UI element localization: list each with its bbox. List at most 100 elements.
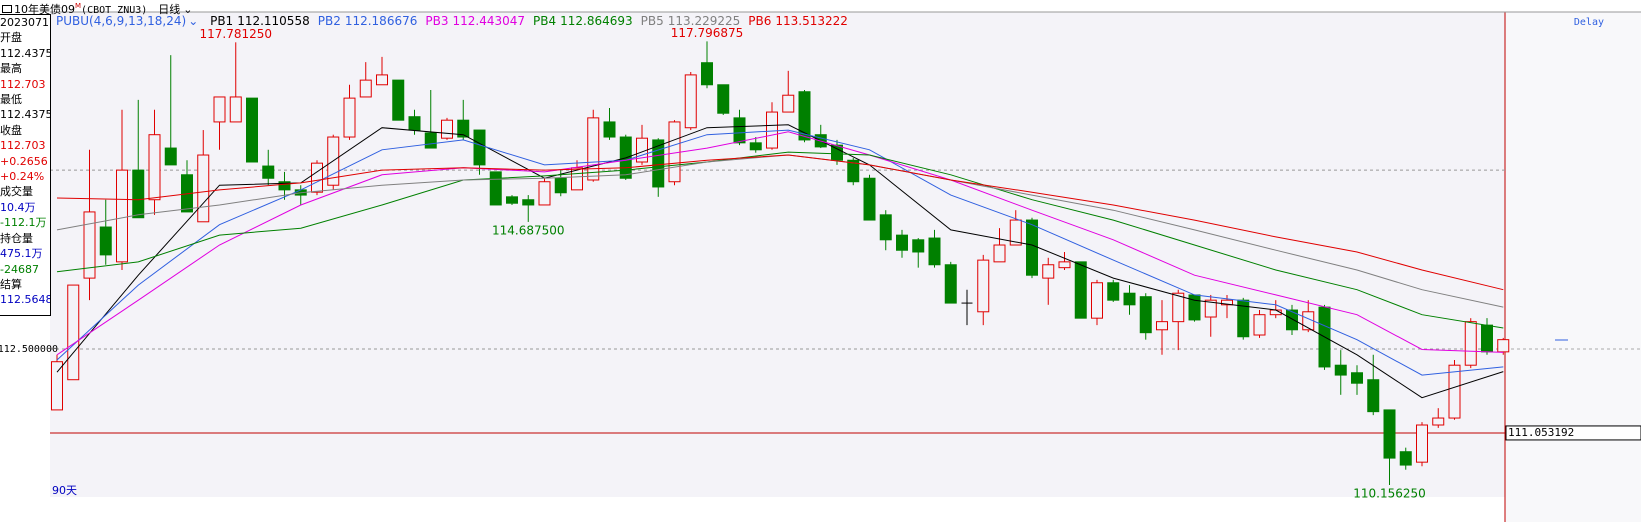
info-item: 20230717 (0, 16, 51, 29)
legend-name: PB5 (640, 14, 664, 28)
candle-body (1139, 296, 1152, 334)
indicator-line (56, 129, 1504, 376)
candle-body (1416, 424, 1428, 463)
candle-body (831, 144, 843, 161)
candle-body (311, 162, 323, 193)
candle-body (652, 139, 665, 188)
legend-value: 112.110558 (237, 14, 310, 28)
candle-body (164, 147, 177, 166)
last-price-label: 111.053192 (1508, 426, 1574, 439)
title-bar[interactable]: 10年美债09M(CBOT ZNU3) 日线 ⌄ (0, 0, 196, 16)
dropdown-arrow[interactable]: ⌄ (183, 2, 193, 16)
info-item: 开盘 (0, 31, 22, 45)
legend-entry: PB3 112.443047 (425, 14, 525, 28)
candle-body (441, 119, 453, 139)
candle-body (1497, 339, 1510, 353)
candle-body (1286, 309, 1298, 331)
candle-body (1058, 261, 1071, 269)
legend-entry: PB4 112.864693 (533, 14, 633, 28)
candle-body (766, 111, 778, 149)
legend-entry: PB6 113.513222 (748, 14, 848, 28)
info-item: +0.24% (0, 170, 45, 184)
symbol-sup: M (75, 2, 82, 10)
legend-value: 112.864693 (560, 14, 633, 28)
candle-body (993, 244, 1006, 263)
info-item: 成交量 (0, 185, 33, 199)
indicator-arrow[interactable]: ⌄ (188, 14, 199, 28)
indicator-line (56, 131, 1504, 356)
legend-value: 112.186676 (344, 14, 418, 28)
info-item: 112.703 (0, 77, 46, 91)
candle-body (587, 117, 600, 181)
candle-body (571, 167, 583, 191)
candle-body (457, 119, 470, 138)
legend-value: 113.229225 (667, 14, 741, 28)
candle-body (1334, 364, 1347, 376)
symbol-code: (CBOT ZNU3) (81, 4, 148, 16)
legend-entry: PB5 113.229225 (641, 14, 741, 28)
candle-body (99, 226, 112, 256)
legend-name: PB2 (317, 14, 341, 28)
candle-body (863, 177, 876, 221)
candle-body (538, 181, 551, 206)
candle-body (359, 79, 372, 98)
candle-body (1399, 451, 1412, 466)
candle-body (506, 196, 518, 204)
extreme-label: 117.781250 (199, 27, 272, 41)
candle-body (51, 361, 63, 411)
menu-icon[interactable] (2, 4, 12, 13)
price-axis-area (1505, 12, 1641, 522)
candle-body (262, 165, 275, 179)
info-panel: 20230717 开盘 112.4375 最高 112.703 最低 112.4375 收盘 1… (0, 14, 51, 316)
info-item: +0.2656 (0, 154, 48, 168)
indicator-line (56, 151, 1504, 329)
candle-body (67, 284, 80, 381)
candle-body (1172, 292, 1185, 323)
candle-body (1253, 314, 1266, 336)
candle-body (1042, 264, 1055, 279)
indicator-name[interactable]: PUBU(4,6,9,13,18,24) (56, 14, 187, 28)
info-item: 475.1万 (0, 247, 43, 261)
info-item: 112.4375 (0, 108, 51, 122)
candle-body (944, 264, 957, 304)
period[interactable]: 日线 (158, 2, 181, 16)
span-label: 90天 (52, 484, 77, 497)
candle-body (343, 97, 356, 138)
candle-body (1091, 282, 1103, 319)
candle-body (83, 211, 96, 279)
candle-body (782, 94, 795, 113)
extreme-label: 117.796875 (671, 26, 744, 40)
candle-body (116, 169, 128, 263)
candle-body (1156, 321, 1168, 331)
info-item: 112.5648 (0, 293, 51, 307)
candle-body (749, 142, 762, 151)
candle-body (912, 239, 925, 253)
candle-body (847, 159, 860, 183)
legend-name: PB6 (748, 14, 772, 28)
candle-body (1009, 219, 1022, 246)
legend-name: PB4 (533, 14, 557, 28)
candle-body (424, 132, 437, 149)
candle-body (717, 84, 730, 114)
info-item: -24687 (0, 262, 39, 276)
info-item: 结算 (0, 277, 22, 291)
info-item: 10.4万 (0, 200, 36, 214)
candle-body (376, 74, 388, 86)
candle-body (1351, 372, 1363, 384)
legend-name: PB3 (425, 14, 449, 28)
candle-body (1074, 261, 1087, 319)
legend-value: 113.513222 (775, 14, 848, 28)
candle-body (148, 134, 161, 201)
candle-body (1432, 417, 1445, 426)
indicator-legend: PUBU(4,6,9,13,18,24) ⌄ PB1 112.110558 PB2 11… (56, 14, 856, 28)
candle-body (392, 79, 405, 121)
candle-body (928, 237, 941, 266)
y-tick-label: 112.500000 (0, 344, 58, 355)
info-item: 收盘 (0, 123, 22, 137)
symbol: 10年美债09 (14, 2, 75, 16)
candle-body (1481, 324, 1493, 353)
candle-body (473, 129, 486, 166)
info-item: 最高 (0, 62, 22, 76)
